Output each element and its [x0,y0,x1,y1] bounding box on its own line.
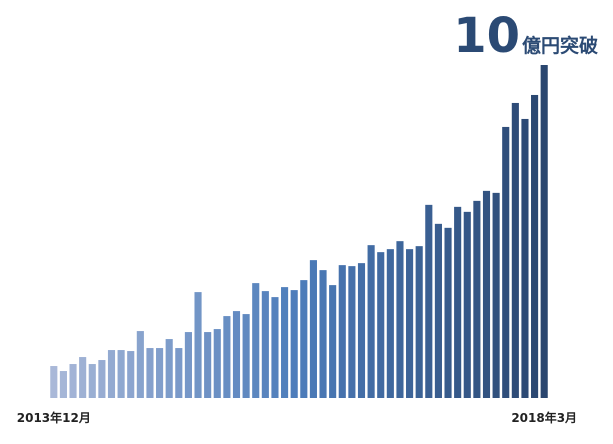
title-suffix: 億円突破 [522,34,598,57]
bar [377,252,385,398]
bar [290,290,298,398]
title-number: 10 [453,8,520,64]
bar [242,314,250,398]
bar [175,348,183,398]
bar [454,206,462,398]
bar [492,192,500,398]
bar [473,200,481,398]
bar [511,102,519,398]
bar [107,350,116,398]
bar [521,118,529,399]
bar [281,287,289,398]
bar [406,249,414,398]
bar [213,329,221,398]
bar [300,280,308,398]
x-tick-label: 2018年3月 [511,410,577,425]
bar [531,94,539,398]
bar [425,204,433,398]
bar [98,360,106,398]
bar [319,270,327,398]
bar [79,357,87,398]
bar [252,283,260,398]
bar [232,311,241,398]
bar [348,266,356,398]
bar [338,265,346,398]
bar [156,348,164,398]
bar [434,223,442,398]
bar [502,126,510,399]
bar [59,371,67,398]
bar [271,297,279,398]
bar [184,332,192,398]
bar [463,211,471,398]
bar [329,285,337,398]
bar [309,260,317,398]
bar [367,245,375,398]
bar [136,331,144,398]
bar [357,263,366,398]
bar [204,332,212,398]
bar [165,339,173,398]
bar [396,241,404,398]
bar [415,246,423,398]
bar [117,350,125,398]
bar [444,227,452,398]
bar [194,292,202,398]
bar [261,291,269,398]
bar [223,316,231,398]
bar [88,364,96,398]
bar [127,351,135,398]
bar [482,190,491,398]
bar [386,249,394,398]
bar [146,348,154,398]
bar [69,364,77,398]
x-tick-label: 2013年12月 [17,410,91,425]
bar [50,366,58,398]
bar [540,65,548,398]
